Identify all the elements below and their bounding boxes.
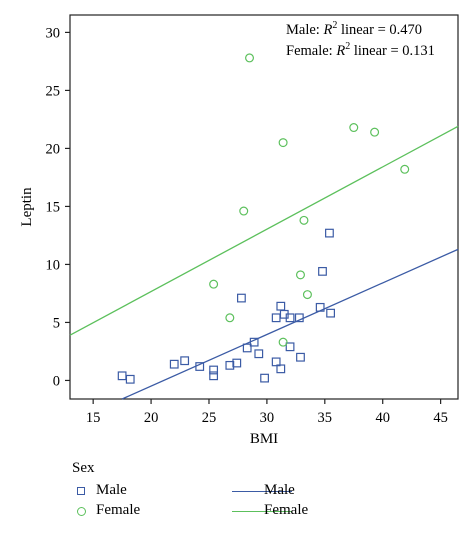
male-r2-sup: 2 xyxy=(332,20,338,31)
female-r2-symbol: R xyxy=(336,42,346,59)
male-point xyxy=(276,364,286,374)
x-tick-label: 45 xyxy=(433,410,448,426)
y-tick-label: 15 xyxy=(46,199,61,215)
female-r2-sup: 2 xyxy=(345,41,351,52)
female-point xyxy=(225,313,235,323)
male-point xyxy=(296,352,305,362)
male-point xyxy=(125,374,135,384)
male-point xyxy=(195,362,205,371)
y-tick-label: 10 xyxy=(46,257,61,273)
legend-female-marker-label: Female xyxy=(96,502,141,518)
male-point xyxy=(249,337,259,347)
male-point xyxy=(209,365,219,375)
male-r2-prefix: Male: xyxy=(286,21,324,38)
male-point xyxy=(326,308,335,318)
male-point xyxy=(232,358,242,368)
x-tick-label: 15 xyxy=(86,410,101,426)
plot-area xyxy=(69,14,459,400)
male-point xyxy=(318,266,327,276)
male-point xyxy=(315,302,325,312)
female-point xyxy=(239,206,249,216)
male-point xyxy=(294,313,304,323)
x-tick-label: 40 xyxy=(375,410,390,426)
female-point xyxy=(302,290,312,300)
circle-marker-icon xyxy=(77,507,86,516)
legend-female-line-label: Female xyxy=(264,502,309,518)
blue-line-icon xyxy=(232,491,292,492)
female-r2-annotation: Female: R2 linear = 0.131 xyxy=(286,41,466,60)
male-point xyxy=(271,357,281,367)
female-fit-line xyxy=(69,125,459,336)
female-point xyxy=(299,215,309,225)
male-point xyxy=(285,342,295,352)
x-tick-label: 20 xyxy=(144,410,159,426)
legend-title: Sex xyxy=(72,460,95,476)
x-tick-label: 35 xyxy=(318,410,333,426)
male-r2-symbol: R xyxy=(323,21,333,38)
male-r2-value: linear = 0.470 xyxy=(337,21,422,38)
male-point xyxy=(209,371,219,381)
female-point xyxy=(278,337,288,347)
y-tick-label: 20 xyxy=(46,141,61,157)
y-axis-label: Leptin xyxy=(19,187,35,227)
male-fit-line xyxy=(121,248,459,400)
x-tick-label: 25 xyxy=(202,410,217,426)
y-tick-label: 0 xyxy=(53,373,60,389)
x-axis-label: BMI xyxy=(250,431,278,447)
square-marker-icon xyxy=(77,487,85,495)
female-point xyxy=(400,164,410,174)
scatter-chart: 15 20 25 30 35 40 45 0 5 10 15 20 25 30 BMI Leptin xyxy=(19,14,459,447)
male-point xyxy=(254,349,264,359)
female-point xyxy=(349,123,359,133)
x-tick-label: 30 xyxy=(260,410,275,426)
male-point xyxy=(180,356,190,366)
legend-male-marker-label: Male xyxy=(96,482,127,498)
male-r2-annotation: Male: R2 linear = 0.470 xyxy=(286,20,466,39)
male-point xyxy=(169,359,179,369)
male-point xyxy=(260,373,269,383)
male-point xyxy=(225,360,235,370)
y-tick-label: 30 xyxy=(46,25,61,41)
female-point xyxy=(295,270,305,280)
male-point xyxy=(325,228,334,238)
female-point xyxy=(245,53,255,63)
green-line-icon xyxy=(232,511,292,512)
female-r2-prefix: Female: xyxy=(286,42,337,59)
male-point xyxy=(285,313,295,323)
legend: Sex Male Female Male Female xyxy=(72,460,472,530)
y-tick-label: 5 xyxy=(53,315,60,331)
female-point xyxy=(370,127,380,137)
legend-male-line-label: Male xyxy=(264,482,295,498)
male-point xyxy=(237,293,246,303)
y-tick-label: 25 xyxy=(46,83,61,99)
female-point xyxy=(209,279,219,289)
male-point xyxy=(242,343,252,353)
female-r2-value: linear = 0.131 xyxy=(350,42,435,59)
female-point xyxy=(278,138,288,148)
